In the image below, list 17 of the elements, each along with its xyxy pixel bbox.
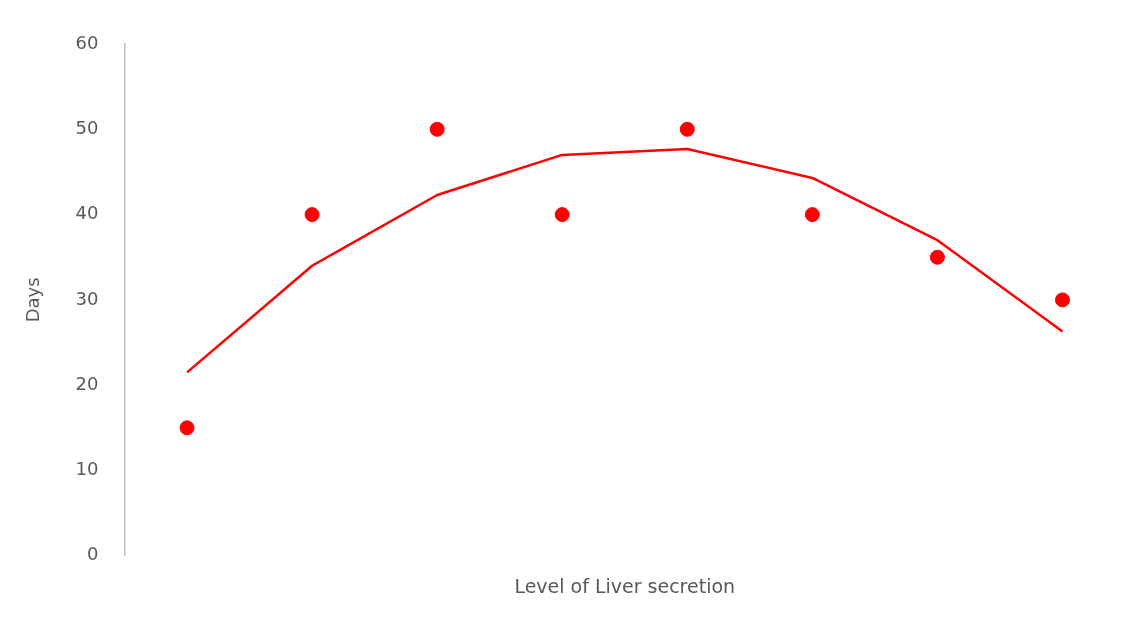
y-tick-label: 50 xyxy=(75,116,99,138)
point xyxy=(304,207,320,223)
y-tick-label: 30 xyxy=(75,287,99,309)
point xyxy=(554,207,570,223)
point xyxy=(929,249,945,265)
point xyxy=(804,207,820,223)
y-tick-label: 40 xyxy=(75,202,99,224)
point xyxy=(679,121,695,137)
point xyxy=(1054,292,1070,308)
point xyxy=(429,121,445,137)
y-axis-title: Days xyxy=(22,277,44,323)
y-tick-label: 0 xyxy=(87,543,99,565)
y-tick-label: 10 xyxy=(75,458,99,480)
point xyxy=(179,420,195,436)
x-axis-title: Level of Liver secretion xyxy=(514,574,736,597)
y-tick-label: 60 xyxy=(75,31,99,53)
y-tick-label: 20 xyxy=(75,372,99,394)
